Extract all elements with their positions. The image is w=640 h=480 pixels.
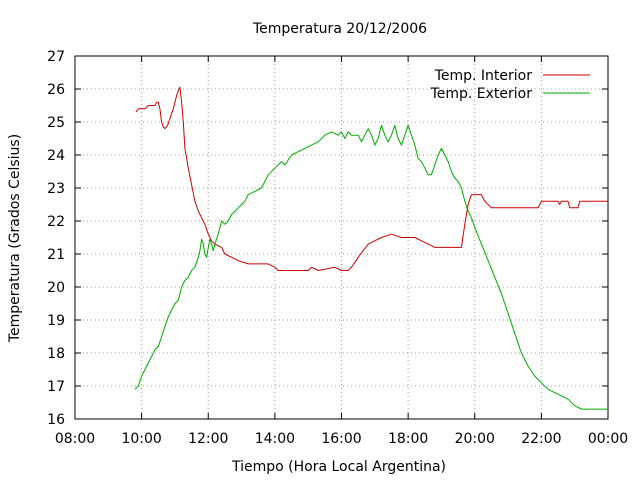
x-tick-label: 10:00	[121, 431, 161, 447]
y-axis-title: Temperatura (Grados Celsius)	[7, 134, 23, 343]
x-tick-label: 14:00	[255, 431, 295, 447]
y-tick-label: 26	[47, 82, 65, 98]
x-tick-label: 22:00	[521, 431, 561, 447]
x-tick-label: 12:00	[188, 431, 228, 447]
y-tick-label: 27	[47, 49, 65, 65]
x-tick-label: 00:00	[588, 431, 628, 447]
x-tick-label: 20:00	[455, 431, 495, 447]
legend: Temp. Interior Temp. Exterior	[430, 68, 590, 102]
x-axis-title: Tiempo (Hora Local Argentina)	[231, 459, 446, 475]
y-tick-label: 16	[47, 412, 65, 428]
ticks-layer: 08:00 10:00 12:00 14:00 16:00 18:00 20:00 22:00…	[47, 49, 628, 447]
series-layer	[134, 86, 608, 410]
x-tick-label: 18:00	[388, 431, 428, 447]
x-tick-label: 08:00	[55, 431, 95, 447]
x-tick-label: 16:00	[321, 431, 361, 447]
y-tick-label: 22	[47, 214, 65, 230]
y-tick-label: 25	[47, 115, 65, 131]
y-tick-label: 21	[47, 247, 65, 263]
y-tick-label: 18	[47, 346, 65, 362]
y-tick-label: 20	[47, 280, 65, 296]
series-line-exterior	[134, 124, 608, 410]
legend-label: Temp. Interior	[434, 68, 533, 84]
y-tick-label: 17	[47, 379, 65, 395]
y-tick-label: 19	[47, 313, 65, 329]
grid-layer	[75, 56, 608, 419]
y-tick-label: 24	[47, 148, 65, 164]
y-tick-label: 23	[47, 181, 65, 197]
series-line-interior	[135, 86, 608, 271]
chart-title: Temperatura 20/12/2006	[252, 21, 427, 37]
legend-label: Temp. Exterior	[430, 86, 533, 102]
